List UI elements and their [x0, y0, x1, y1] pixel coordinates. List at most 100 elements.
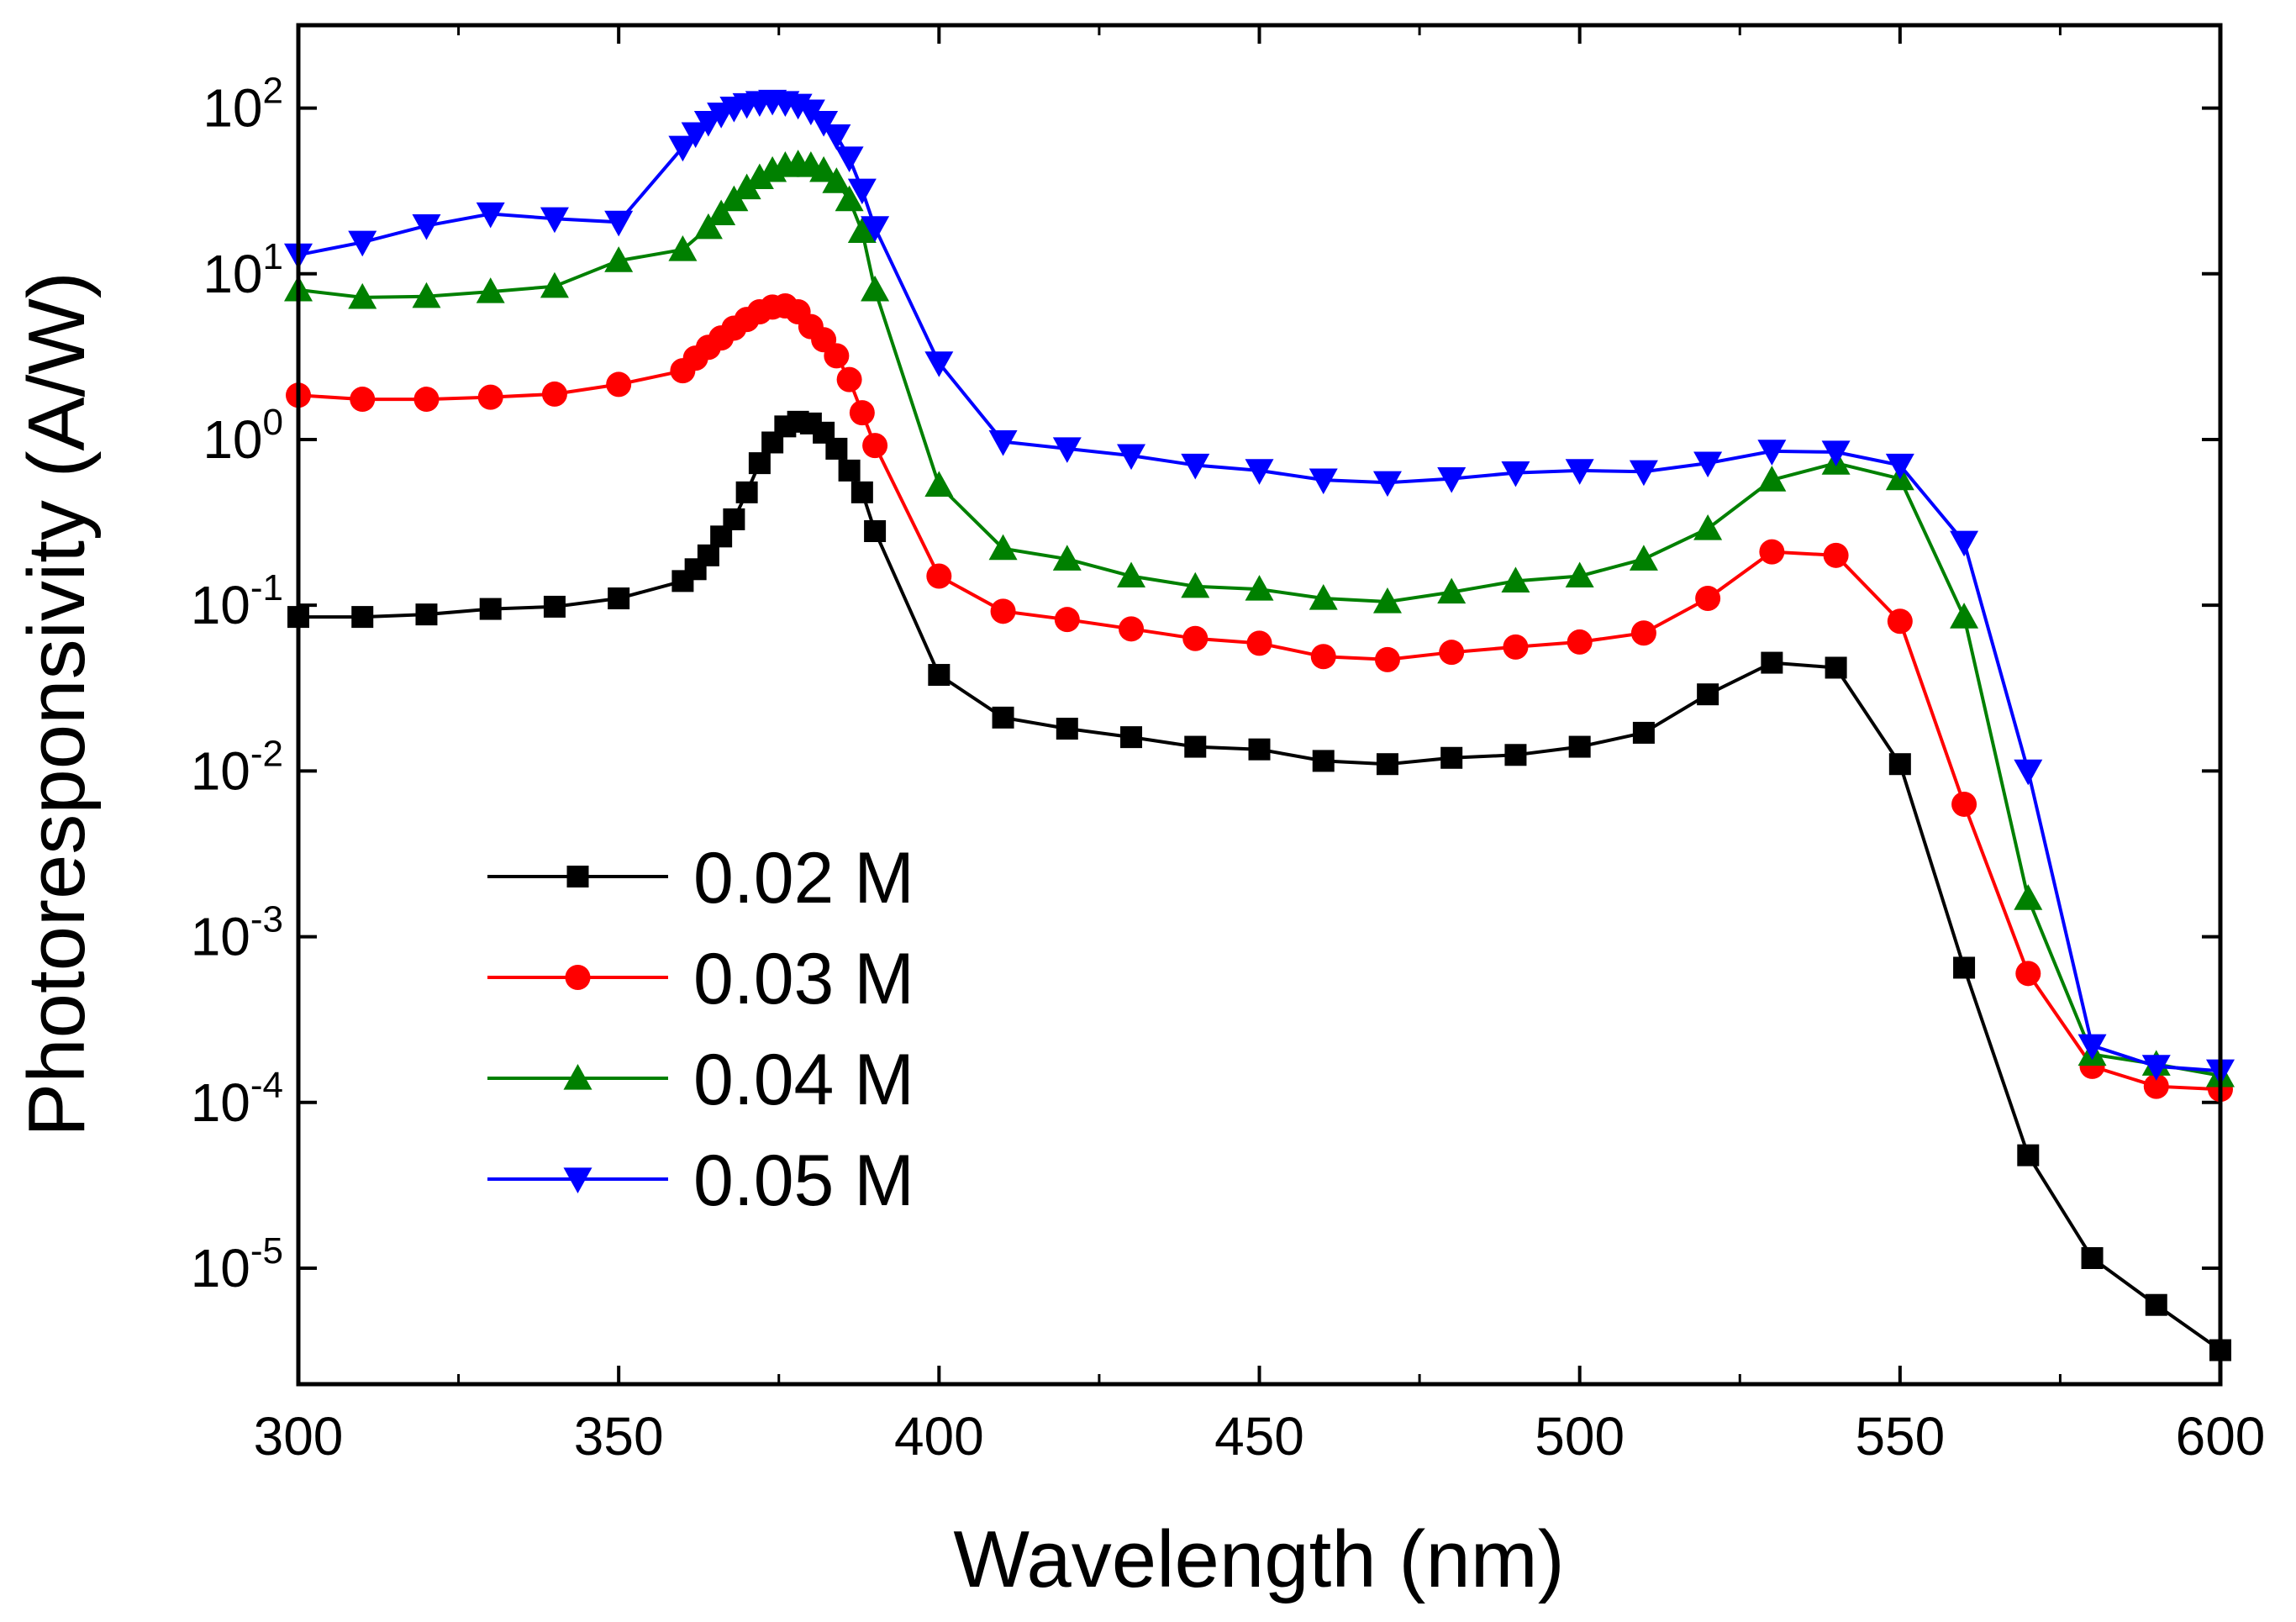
- data-point: [1950, 530, 1979, 557]
- legend-marker: [565, 965, 591, 990]
- data-point: [476, 277, 505, 303]
- data-point: [990, 598, 1016, 624]
- data-point: [348, 282, 377, 309]
- data-point: [928, 664, 951, 687]
- data-point: [1503, 634, 1529, 660]
- y-tick-exponent: 1: [263, 236, 283, 277]
- x-tick-label: 600: [2176, 1406, 2266, 1467]
- x-tick-label: 350: [574, 1406, 664, 1467]
- data-point: [1950, 603, 1979, 629]
- data-point: [1120, 726, 1143, 749]
- data-point: [1888, 753, 1911, 776]
- data-point: [824, 343, 850, 369]
- data-point: [1310, 644, 1336, 670]
- data-point: [1757, 440, 1787, 466]
- data-point: [2141, 1055, 2171, 1081]
- data-point: [693, 213, 723, 240]
- legend-entry: 0.03 M: [487, 939, 914, 1019]
- y-tick-label: 102: [203, 71, 283, 139]
- series-0-03-M: [286, 293, 2233, 1103]
- data-point: [1565, 561, 1594, 588]
- data-point: [2077, 1034, 2107, 1061]
- data-point: [1117, 444, 1146, 471]
- data-point: [697, 544, 719, 566]
- data-point: [1245, 459, 1274, 485]
- series-0-02-M: [287, 410, 2231, 1361]
- data-point: [838, 459, 861, 482]
- data-point: [1119, 616, 1145, 642]
- data-point: [668, 135, 698, 162]
- data-point: [2015, 961, 2041, 987]
- data-point: [1953, 956, 1976, 979]
- data-point: [847, 178, 877, 205]
- data-point: [412, 213, 441, 240]
- data-point: [1565, 459, 1594, 485]
- data-point: [1052, 437, 1082, 463]
- data-point: [668, 234, 698, 261]
- data-point: [1568, 735, 1591, 758]
- x-axis-title: Wavelength (nm): [953, 1514, 1564, 1604]
- data-point: [606, 371, 632, 398]
- data-point: [604, 246, 634, 272]
- y-tick-exponent: 0: [263, 402, 283, 443]
- y-tick-exponent: -1: [250, 567, 283, 608]
- data-point: [1885, 453, 1914, 480]
- data-point: [847, 217, 877, 244]
- data-point: [412, 282, 441, 308]
- data-point: [1501, 566, 1530, 592]
- data-point: [864, 520, 887, 543]
- legend-entry: 0.05 M: [487, 1140, 914, 1221]
- data-point: [1759, 539, 1785, 565]
- data-point: [1052, 545, 1082, 571]
- legend-label: 0.04 M: [693, 1040, 914, 1120]
- data-point: [2017, 1144, 2040, 1166]
- y-tick-exponent: -3: [250, 899, 283, 940]
- data-point: [1312, 750, 1335, 772]
- data-point: [825, 437, 848, 460]
- data-point: [540, 207, 569, 234]
- data-point: [540, 271, 569, 298]
- data-point: [748, 452, 771, 475]
- data-point: [723, 508, 745, 530]
- data-point: [732, 173, 761, 200]
- data-point: [992, 706, 1014, 729]
- data-point: [1440, 746, 1463, 769]
- data-point: [1248, 738, 1271, 761]
- data-point: [1693, 514, 1723, 540]
- data-point: [1439, 640, 1465, 666]
- plot-frame: [296, 23, 2223, 1387]
- y-axis-title: Photoresponsivity (A/W): [12, 271, 102, 1137]
- legend: 0.02 M 0.03 M 0.04 M 0.05 M: [487, 838, 914, 1221]
- data-point: [1629, 545, 1658, 571]
- legend-entry: 0.04 M: [487, 1040, 914, 1120]
- y-tick-exponent: -5: [250, 1230, 283, 1272]
- data-point: [809, 110, 839, 137]
- data-point: [988, 534, 1018, 561]
- data-point: [1693, 451, 1723, 478]
- data-point: [822, 167, 851, 193]
- data-point: [476, 202, 505, 229]
- data-point: [2081, 1246, 2104, 1269]
- y-tick-label: 10-3: [191, 899, 283, 967]
- data-point: [849, 400, 875, 426]
- data-point: [1246, 630, 1272, 656]
- data-point: [1629, 460, 1658, 487]
- x-tick-label: 400: [894, 1406, 984, 1467]
- x-tick-label: 500: [1535, 1406, 1625, 1467]
- data-point: [1951, 791, 1977, 817]
- data-point: [413, 387, 440, 413]
- y-tick-base: 10: [191, 740, 250, 801]
- y-tick-label: 10-5: [191, 1230, 283, 1298]
- data-point: [1056, 718, 1078, 740]
- data-point: [861, 275, 890, 302]
- data-point: [1372, 587, 1402, 614]
- data-point: [1182, 625, 1209, 651]
- data-point: [988, 429, 1018, 456]
- y-tick-base: 10: [203, 78, 262, 139]
- data-point: [2143, 1073, 2169, 1099]
- data-point: [1761, 651, 1783, 674]
- data-point: [681, 122, 710, 149]
- data-point: [1374, 646, 1400, 672]
- legend-entry: 0.02 M: [487, 838, 914, 919]
